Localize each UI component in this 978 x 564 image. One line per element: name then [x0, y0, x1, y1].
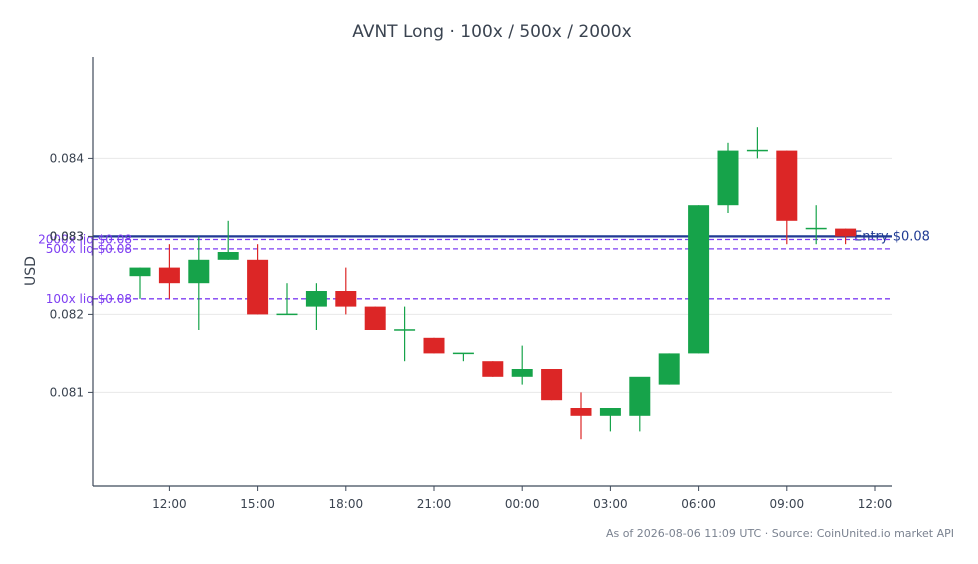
candle-body	[629, 376, 651, 416]
candle-body	[570, 408, 592, 416]
reference-line-label: 2000x liq $0.08	[38, 233, 132, 247]
y-axis-label: USD	[23, 256, 39, 286]
candle-body	[335, 291, 357, 307]
reference-line-label: 500x liq $0.08	[46, 242, 132, 256]
candle-body	[247, 259, 269, 315]
x-tick-label: 21:00	[417, 497, 452, 511]
x-tick-label: 00:00	[505, 497, 540, 511]
x-tick-label: 12:00	[858, 497, 893, 511]
candles	[129, 127, 857, 440]
y-tick-label: 0.081	[50, 385, 84, 399]
candle-body	[188, 259, 210, 284]
y-tick-label: 0.082	[50, 307, 84, 321]
candle-body	[305, 291, 327, 307]
x-tick-label: 15:00	[240, 497, 275, 511]
axes: 0.081 0.082 0.083 0.084 12:00 15:00 18:00 21:00…	[50, 57, 893, 511]
x-tick-label: 06:00	[681, 497, 716, 511]
candle-body	[746, 149, 768, 152]
candle-body	[776, 150, 798, 221]
candle-body	[835, 228, 857, 237]
reference-line-label: Entry $0.08	[854, 229, 930, 244]
candle-body	[394, 329, 416, 331]
candle-body	[129, 267, 151, 277]
candle-body	[599, 408, 621, 416]
candle-body	[276, 313, 298, 316]
x-tick-label: 03:00	[593, 497, 628, 511]
x-tick-label: 18:00	[329, 497, 364, 511]
source-footer: As of 2026-08-06 11:09 UTC · Source: Coi…	[606, 527, 954, 540]
candle-body	[217, 252, 239, 260]
reference-line-label: 100x liq $0.08	[46, 292, 132, 306]
y-tick-label: 0.083	[50, 229, 84, 243]
candle-body	[364, 306, 386, 330]
x-tick-label: 12:00	[152, 497, 187, 511]
x-tick-label: 09:00	[770, 497, 805, 511]
grid-lines	[93, 157, 892, 393]
y-tick-label: 0.084	[50, 151, 84, 165]
chart-title: AVNT Long · 100x / 500x / 2000x	[352, 22, 631, 42]
candle-body	[423, 337, 445, 354]
candle-body	[717, 150, 739, 206]
y-tick-label: 0.083	[50, 229, 84, 243]
candle-body	[482, 361, 504, 377]
candle-body	[158, 267, 180, 284]
candle-body	[805, 227, 827, 230]
candle-body	[688, 205, 710, 354]
candle-body	[452, 352, 474, 355]
candle-body	[511, 369, 533, 377]
candle-body	[541, 369, 563, 401]
candle-body	[658, 353, 680, 385]
